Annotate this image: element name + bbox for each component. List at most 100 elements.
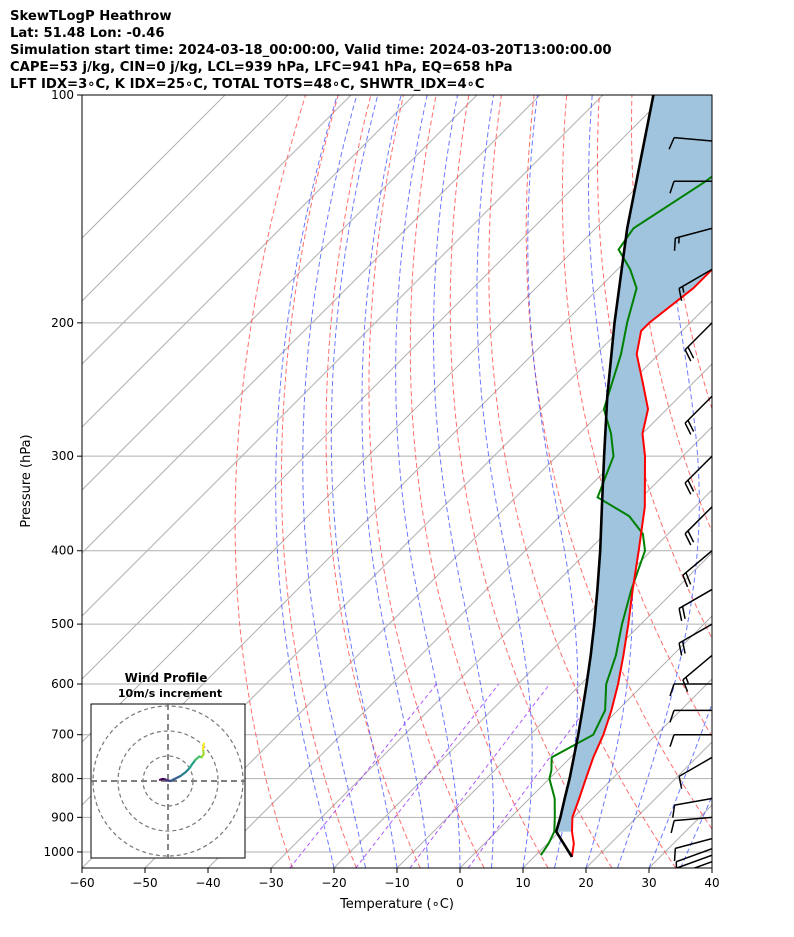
wind-barb — [678, 268, 712, 301]
wind-barb-staff — [674, 136, 712, 142]
moist-adiabat-line — [527, 95, 579, 868]
cape-shading — [556, 95, 712, 832]
y-tick-label: 100 — [51, 88, 74, 102]
moist-adiabat-line — [395, 95, 461, 868]
wind-barb-flag — [671, 805, 676, 818]
isotherm-line — [82, 95, 667, 680]
wind-barb-half-flag — [681, 286, 685, 293]
y-tick-label: 900 — [51, 810, 74, 824]
inset-ring — [142, 755, 194, 807]
moist-adiabat-lines — [275, 95, 712, 868]
wind-barb-flag — [687, 346, 695, 359]
dry-adiabat-line — [409, 95, 549, 868]
moist-adiabat-line — [680, 795, 712, 868]
wind-barb — [684, 395, 712, 435]
y-tick-label: 200 — [51, 316, 74, 330]
mixing-ratio-line — [467, 683, 605, 868]
wind-barb-flag — [673, 238, 677, 251]
dry-adiabat-line — [525, 95, 712, 830]
moist-adiabat-line — [330, 95, 398, 868]
mixing-ratio-line — [355, 683, 500, 868]
inset-title: Wind Profile — [125, 671, 208, 685]
wind-barb-flag — [673, 848, 677, 862]
wind-barb-flag — [687, 419, 695, 432]
wind-barb — [668, 136, 712, 150]
isotherm-line — [775, 95, 794, 868]
wind-barb-flag — [687, 479, 695, 492]
wind-barb-staff — [684, 506, 712, 535]
wind-barb — [678, 756, 712, 789]
parcel-profile-line — [554, 95, 655, 858]
wind-barb-flag — [669, 181, 675, 194]
dry-adiabat-lines — [234, 95, 794, 868]
wind-profile-inset: Wind Profile 10m/s increment — [90, 671, 246, 859]
wind-barb-staff — [684, 322, 712, 351]
wind-barb-flag — [678, 288, 683, 301]
y-tick-label: 700 — [51, 728, 74, 742]
inset-ring — [117, 730, 219, 832]
chart-title: SkewTLogP Heathrow — [10, 9, 172, 24]
wind-barb-staff — [674, 816, 712, 822]
dry-adiabat-line — [234, 95, 307, 868]
isotherm-line — [82, 95, 415, 428]
wind-barb — [669, 180, 712, 194]
isotherm-line — [333, 489, 712, 868]
inset-ring — [92, 705, 244, 857]
wind-barb-staff — [674, 797, 712, 806]
wind-barb-flag — [684, 349, 692, 362]
station-coordinates: Lat: 51.48 Lon: -0.46 — [10, 26, 165, 41]
isotherm-line — [270, 426, 712, 868]
wind-barb — [678, 623, 712, 656]
wind-barb-staff — [675, 227, 712, 239]
y-tick-label: 400 — [51, 544, 74, 558]
chart-header: SkewTLogP Heathrow Lat: 51.48 Lon: -0.46… — [10, 8, 612, 93]
wind-barb-flag — [681, 606, 686, 619]
x-tick-label: −20 — [321, 876, 346, 890]
wind-barb — [692, 860, 712, 868]
pressure-axis-ticks: 100 200 300 400 500 600 700 800 900 1000 — [43, 88, 82, 859]
wind-barb-flag — [669, 734, 675, 747]
isotherm-line — [144, 300, 712, 868]
wind-barb-staff — [678, 588, 712, 610]
wind-barb-staff — [678, 623, 712, 644]
x-tick-label: 30 — [641, 876, 656, 890]
dry-adiabat-line — [368, 95, 485, 868]
wind-barb-flag — [678, 776, 683, 789]
wind-barb-staff — [678, 268, 712, 290]
wind-barb-flag — [668, 137, 675, 150]
hodograph-segment — [201, 742, 205, 751]
wind-barb — [678, 588, 712, 621]
isotherm-line — [82, 95, 226, 239]
wind-barb-staff — [682, 654, 712, 681]
y-axis-label: Pressure (hPa) — [19, 434, 34, 527]
simulation-times: Simulation start time: 2024-03-18_00:00:… — [10, 43, 612, 58]
wind-barb-staff — [684, 455, 712, 484]
moist-adiabat-line — [476, 95, 533, 868]
x-tick-label: −10 — [384, 876, 409, 890]
x-tick-label: −40 — [195, 876, 220, 890]
mixing-ratio-line — [409, 683, 551, 868]
wind-barbs — [668, 136, 712, 868]
wind-barb-flag — [678, 608, 683, 621]
temperature-line — [570, 267, 712, 858]
wind-barb-flag — [684, 482, 692, 495]
moist-adiabat-line — [648, 702, 712, 868]
wind-barb — [669, 733, 712, 747]
mixing-ratio-lines — [289, 683, 605, 868]
x-tick-label: 10 — [515, 876, 530, 890]
isotherm-line — [82, 111, 712, 743]
wind-barb-flag — [669, 683, 675, 697]
dry-adiabat-line — [730, 95, 794, 868]
wind-barb — [669, 683, 712, 697]
wind-barb-half-flag — [685, 677, 689, 684]
moist-adiabat-line — [711, 866, 712, 868]
y-tick-label: 300 — [51, 449, 74, 463]
isotherm-line — [82, 95, 289, 302]
x-tick-label: −50 — [132, 876, 157, 890]
wind-barb — [682, 654, 712, 692]
wind-barb — [684, 455, 712, 495]
isotherm-line — [82, 95, 541, 554]
dry-adiabat-line — [449, 95, 613, 868]
wind-barb — [671, 797, 712, 818]
moist-adiabat-line — [433, 95, 494, 868]
